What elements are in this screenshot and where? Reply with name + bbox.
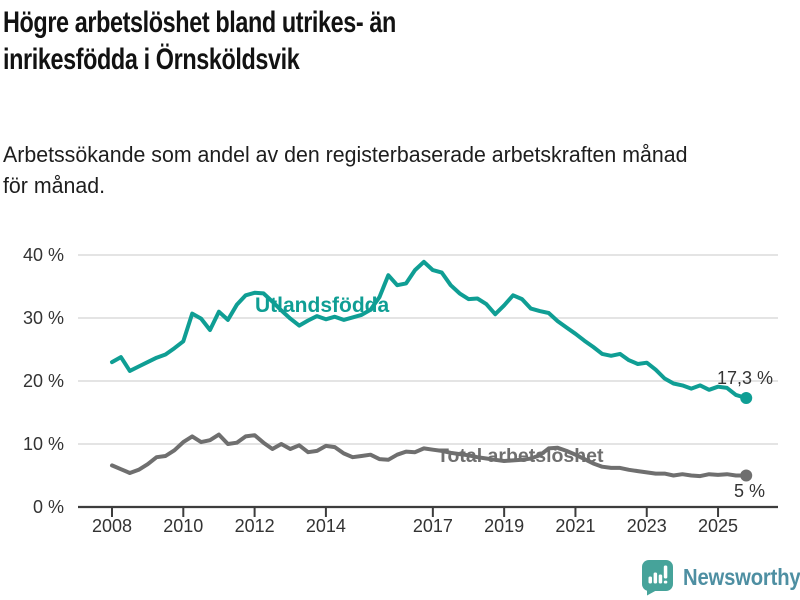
subtitle-line-1: Arbetssökande som andel av den registerb… xyxy=(3,142,688,167)
x-tick-label-2021: 2021 xyxy=(555,516,595,536)
newsworthy-wordmark: Newsworthy xyxy=(683,564,800,590)
page-title: Högre arbetslöshet bland utrikes- än inr… xyxy=(3,4,396,78)
newsworthy-bars-speech-bubble-icon xyxy=(642,560,673,596)
y-tick-label-30: 30 % xyxy=(23,308,64,328)
subtitle-line-2: för månad. xyxy=(3,173,106,198)
x-tick-label-2010: 2010 xyxy=(163,516,203,536)
series-end-dot-1 xyxy=(740,469,753,482)
title-line-2: inrikesfödda i Örnsköldsvik xyxy=(3,43,300,76)
title-line-1: Högre arbetslöshet bland utrikes- än xyxy=(3,6,396,39)
series-line-1 xyxy=(110,432,749,479)
chart-subtitle: Arbetssökande som andel av den registerb… xyxy=(3,139,687,201)
x-tick-label-2008: 2008 xyxy=(92,516,132,536)
y-tick-label-10: 10 % xyxy=(23,434,64,454)
series-line-0 xyxy=(110,259,749,400)
series-end-dot-0 xyxy=(740,392,753,405)
x-tick-label-2014: 2014 xyxy=(306,516,346,536)
x-tick-label-2012: 2012 xyxy=(235,516,275,536)
x-tick-label-2017: 2017 xyxy=(413,516,453,536)
header: Högre arbetslöshet bland utrikes- än inr… xyxy=(3,4,507,78)
newsworthy-logo: Newsworthy xyxy=(641,559,800,596)
x-tick-label-2023: 2023 xyxy=(627,516,667,536)
series-label-1: Total arbetslöshet xyxy=(437,445,604,467)
y-tick-label-0: 0 % xyxy=(33,497,64,517)
series-label-0: Utlandsfödda xyxy=(255,294,389,317)
x-tick-label-2025: 2025 xyxy=(698,516,738,536)
series-end-value-label-1: 5 % xyxy=(734,481,765,501)
series-end-value-label-0: 17,3 % xyxy=(717,368,773,388)
y-tick-label-20: 20 % xyxy=(23,371,64,391)
x-tick-label-2019: 2019 xyxy=(484,516,524,536)
y-tick-label-40: 40 % xyxy=(23,245,64,265)
